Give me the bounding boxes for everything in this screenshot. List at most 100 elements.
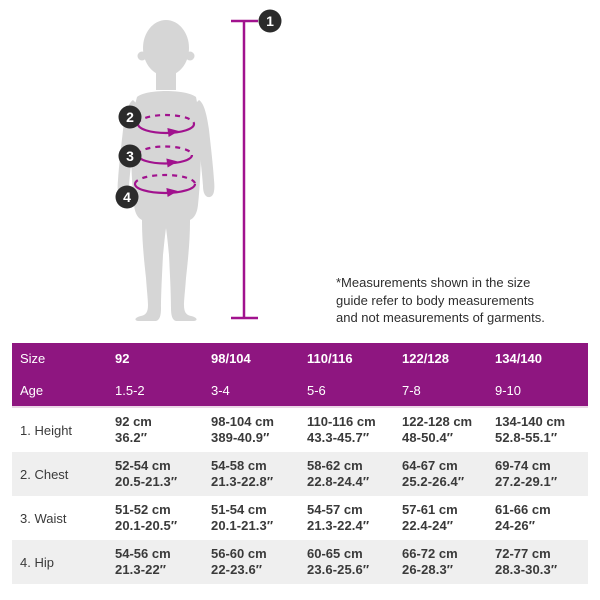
- in-value: 21.3-22.8″: [211, 474, 274, 489]
- table-cell: 58-62 cm 22.8-24.4″: [307, 458, 402, 490]
- cm-value: 51-54 cm: [211, 502, 267, 517]
- table-cell: 57-61 cm 22.4-24″: [402, 502, 495, 534]
- table-cell: 66-72 cm 26-28.3″: [402, 546, 495, 578]
- in-value: 21.3-22.4″: [307, 518, 370, 533]
- child-silhouette-icon: [117, 20, 215, 321]
- in-value: 20.1-20.5″: [115, 518, 178, 533]
- in-value: 52.8-55.1″: [495, 430, 558, 445]
- note-line-1: *Measurements shown in the size: [336, 275, 531, 290]
- in-value: 24-26″: [495, 518, 536, 533]
- marker-3-label: 3: [126, 148, 134, 164]
- cm-value: 57-61 cm: [402, 502, 458, 517]
- in-value: 36.2″: [115, 430, 148, 445]
- measurement-note: *Measurements shown in the size guide re…: [336, 274, 566, 327]
- in-value: 20.5-21.3″: [115, 474, 178, 489]
- age-header-row: Age 1.5-2 3-4 5-6 7-8 9-10: [12, 375, 588, 407]
- cm-value: 122-128 cm: [402, 414, 473, 429]
- cm-value: 72-77 cm: [495, 546, 551, 561]
- size-value: 122/128: [402, 351, 449, 367]
- size-header-row: Size 92 98/104 110/116 122/128 134/140: [12, 343, 588, 375]
- in-value: 26-28.3″: [402, 562, 454, 577]
- in-value: 22.4-24″: [402, 518, 454, 533]
- table-cell: 64-67 cm 25.2-26.4″: [402, 458, 495, 490]
- size-header-label: Size: [20, 351, 46, 367]
- table-cell: 72-77 cm 28.3-30.3″: [495, 546, 588, 578]
- cm-value: 134-140 cm: [495, 414, 566, 429]
- age-value: 7-8: [402, 382, 421, 398]
- table-cell: 98-104 cm 389-40.9″: [211, 414, 307, 446]
- cm-value: 66-72 cm: [402, 546, 458, 561]
- size-chart-table: Size 92 98/104 110/116 122/128 134/140 A…: [12, 343, 588, 584]
- table-header: Size 92 98/104 110/116 122/128 134/140 A…: [12, 343, 588, 408]
- row-label: 1. Height: [20, 422, 73, 438]
- table-cell: 60-65 cm 23.6-25.6″: [307, 546, 402, 578]
- height-measure-line: [231, 19, 258, 320]
- in-value: 27.2-29.1″: [495, 474, 558, 489]
- marker-2-label: 2: [126, 109, 134, 125]
- table-cell: 61-66 cm 24-26″: [495, 502, 588, 534]
- row-label: 2. Chest: [20, 466, 69, 482]
- chest-arrowhead-icon: [167, 128, 179, 137]
- marker-2-badge: 2: [118, 105, 142, 129]
- cm-value: 98-104 cm: [211, 414, 274, 429]
- marker-1-badge: 1: [258, 9, 282, 33]
- cm-value: 110-116 cm: [307, 414, 376, 429]
- marker-4-label: 4: [123, 189, 131, 205]
- in-value: 23.6-25.6″: [307, 562, 370, 577]
- age-header-label: Age: [20, 382, 44, 398]
- table-cell: 134-140 cm 52.8-55.1″: [495, 414, 588, 446]
- table-cell: 54-57 cm 21.3-22.4″: [307, 502, 402, 534]
- in-value: 22.8-24.4″: [307, 474, 370, 489]
- table-row-height: 1. Height 92 cm 36.2″ 98-104 cm 389-40.9…: [12, 408, 588, 452]
- cm-value: 51-52 cm: [115, 502, 171, 517]
- cm-value: 69-74 cm: [495, 458, 551, 473]
- cm-value: 54-56 cm: [115, 546, 171, 561]
- table-row-chest: 2. Chest 52-54 cm 20.5-21.3″ 54-58 cm 21…: [12, 452, 588, 496]
- hip-arrowhead-icon: [166, 188, 178, 197]
- age-value: 5-6: [307, 382, 326, 398]
- table-cell: 51-52 cm 20.1-20.5″: [115, 502, 211, 534]
- marker-1-label: 1: [266, 13, 274, 29]
- cm-value: 60-65 cm: [307, 546, 363, 561]
- in-value: 389-40.9″: [211, 430, 270, 445]
- cm-value: 58-62 cm: [307, 458, 363, 473]
- note-line-3: and not measurements of garments.: [336, 310, 545, 325]
- in-value: 21.3-22″: [115, 562, 167, 577]
- cm-value: 64-67 cm: [402, 458, 458, 473]
- size-value: 134/140: [495, 351, 542, 367]
- table-cell: 54-56 cm 21.3-22″: [115, 546, 211, 578]
- in-value: 28.3-30.3″: [495, 562, 558, 577]
- marker-4-badge: 4: [115, 185, 139, 209]
- row-label: 3. Waist: [20, 510, 67, 526]
- table-cell: 110-116 cm 43.3-45.7″: [307, 414, 402, 446]
- cm-value: 54-58 cm: [211, 458, 267, 473]
- size-value: 98/104: [211, 351, 251, 367]
- cm-value: 92 cm: [115, 414, 152, 429]
- age-value: 9-10: [495, 382, 522, 398]
- table-cell: 54-58 cm 21.3-22.8″: [211, 458, 307, 490]
- in-value: 48-50.4″: [402, 430, 454, 445]
- age-value: 1.5-2: [115, 382, 145, 398]
- cm-value: 56-60 cm: [211, 546, 267, 561]
- in-value: 22-23.6″: [211, 562, 263, 577]
- table-row-waist: 3. Waist 51-52 cm 20.1-20.5″ 51-54 cm 20…: [12, 496, 588, 540]
- marker-3-badge: 3: [118, 144, 142, 168]
- in-value: 43.3-45.7″: [307, 430, 370, 445]
- size-guide-figure: 1 2 3 4 *Measurements shown in the size …: [115, 9, 566, 327]
- table-cell: 51-54 cm 20.1-21.3″: [211, 502, 307, 534]
- table-cell: 92 cm 36.2″: [115, 414, 211, 446]
- measurement-diagram: 1 2 3 4: [115, 9, 282, 321]
- size-value: 92: [115, 351, 130, 367]
- table-row-hip: 4. Hip 54-56 cm 21.3-22″ 56-60 cm 22-23.…: [12, 540, 588, 584]
- cm-value: 54-57 cm: [307, 502, 363, 517]
- note-line-2: guide refer to body measurements: [336, 292, 534, 308]
- table-cell: 56-60 cm 22-23.6″: [211, 546, 307, 578]
- table-cell: 52-54 cm 20.5-21.3″: [115, 458, 211, 490]
- age-value: 3-4: [211, 382, 230, 398]
- table-cell: 122-128 cm 48-50.4″: [402, 414, 495, 446]
- in-value: 20.1-21.3″: [211, 518, 274, 533]
- in-value: 25.2-26.4″: [402, 474, 465, 489]
- hip-measure-ellipse: [133, 173, 197, 197]
- size-value: 110/116: [307, 351, 353, 367]
- row-label: 4. Hip: [20, 554, 54, 570]
